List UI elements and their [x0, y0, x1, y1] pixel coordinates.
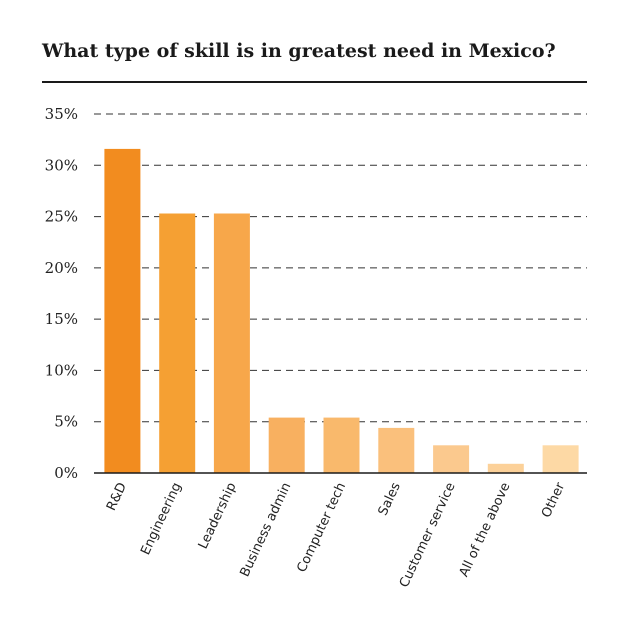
category-label: Sales — [376, 480, 404, 518]
y-tick-label: 30% — [45, 156, 78, 174]
chart-title: What type of skill is in greatest need i… — [42, 40, 556, 62]
y-tick-label: 0% — [54, 464, 78, 482]
category-label: All of the above — [457, 480, 514, 579]
bar-4 — [323, 417, 360, 473]
y-tick-label: 20% — [45, 259, 78, 277]
bar-2 — [213, 213, 250, 473]
category-label: Computer tech — [294, 480, 349, 574]
bar-5 — [378, 427, 415, 473]
title-divider — [42, 81, 587, 83]
bars — [104, 148, 579, 473]
category-label: Customer service — [397, 480, 459, 590]
bar-6 — [433, 445, 470, 473]
bar-7 — [487, 463, 524, 473]
y-tick-label: 25% — [45, 208, 78, 226]
bar-1 — [159, 213, 196, 473]
category-label: Other — [539, 480, 568, 520]
bar-0 — [104, 148, 141, 473]
category-label: Leadership — [196, 480, 240, 551]
category-label: Business admin — [238, 480, 295, 579]
bar-3 — [268, 417, 305, 473]
y-tick-label: 15% — [45, 310, 78, 328]
y-axis-ticks: 0% 5% 10% 15% 20% 25% 30% 35% — [45, 105, 78, 482]
y-tick-label: 10% — [45, 361, 78, 379]
y-tick-label: 35% — [45, 105, 78, 123]
bar-8 — [542, 445, 579, 473]
category-label: Engineering — [138, 480, 185, 557]
y-tick-label: 5% — [54, 413, 78, 431]
category-label: R&D — [104, 480, 130, 513]
